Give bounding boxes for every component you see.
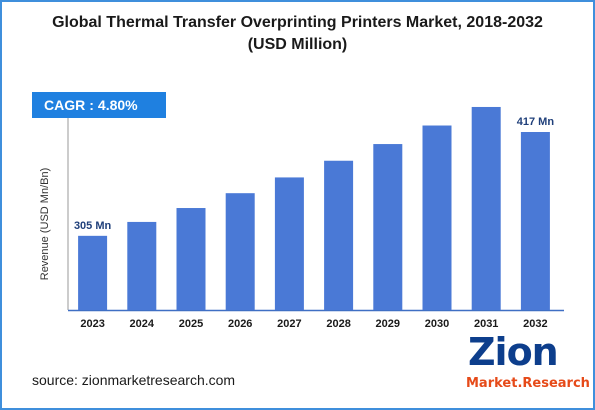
bar-2027 [274,177,304,310]
x-tick-label-2031: 2031 [474,318,498,330]
logo-secondary: Market.Research [466,376,590,391]
x-tick-label-2023: 2023 [80,318,104,330]
bar-2025 [176,208,206,310]
logo-primary: Zion [468,330,559,374]
x-tick-label-2026: 2026 [228,318,252,330]
x-tick-label-2029: 2029 [376,318,400,330]
chart-bars [78,106,550,311]
bar-2031 [471,106,501,310]
data-label-2023: 305 Mn [74,220,112,232]
x-tick-label-2024: 2024 [130,318,155,330]
cagr-label: CAGR [44,97,86,113]
bar-2023 [78,235,108,310]
data-label-2032: 417 Mn [517,116,555,128]
zion-logo: Zion Market.Research [458,330,590,398]
x-tick-label-2025: 2025 [179,318,203,330]
bar-2024 [127,221,157,310]
bar-2032 [520,132,550,310]
x-tick-label-2032: 2032 [523,318,547,330]
cagr-badge: CAGR:4.80% [32,92,166,118]
source-note: source: zionmarketresearch.com [32,372,236,388]
x-tick-label-2030: 2030 [425,318,449,330]
chart-axes [67,118,564,312]
bar-2026 [225,193,255,310]
cagr-value: 4.80% [97,97,138,113]
bar-2029 [373,144,403,310]
x-tick-label-2027: 2027 [277,318,301,330]
chart-title: Global Thermal Transfer Overprinting Pri… [52,14,543,53]
x-tick-label-2028: 2028 [326,318,350,330]
cagr-separator: : [89,97,94,113]
bar-2028 [324,160,354,310]
bar-2030 [422,125,452,311]
y-axis-label: Revenue (USD Mn/Bn) [39,168,51,281]
chart-labels: Revenue (USD Mn/Bn) 2023 305 Mn 2024 2025 202… [39,116,554,330]
